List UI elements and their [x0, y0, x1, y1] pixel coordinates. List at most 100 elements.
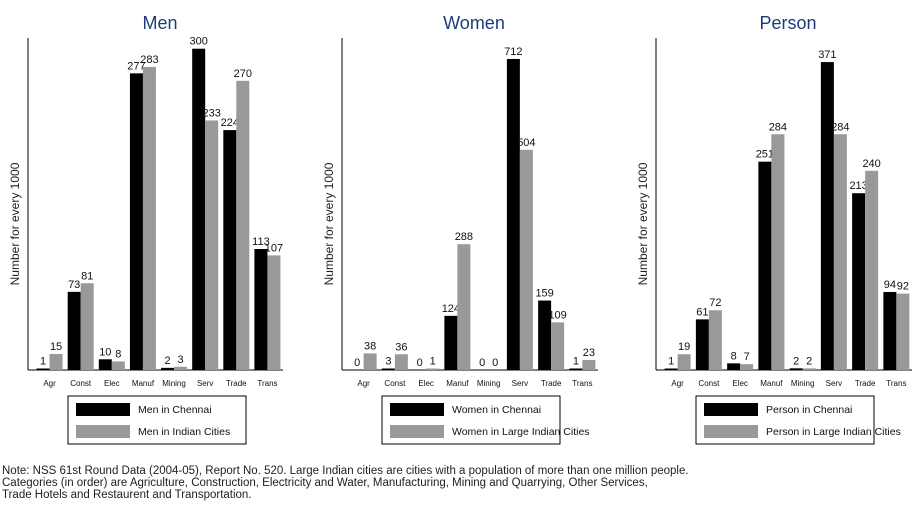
data-label-manuf-series-2: 284	[769, 121, 787, 133]
x-tick-label-mining: Mining	[477, 379, 501, 388]
bar-const-series-1	[67, 291, 81, 370]
bar-manuf-series-1	[444, 315, 458, 370]
data-label-trans-series-2: 23	[583, 347, 595, 359]
x-tick-label-serv: Serv	[512, 379, 528, 388]
data-label-elec-series-2: 7	[744, 351, 750, 363]
data-label-elec-series-1: 8	[731, 350, 737, 362]
x-tick-label-elec: Elec	[418, 379, 434, 388]
legend: Person in Chennai Person in Large Indian …	[695, 395, 901, 445]
data-label-trans-series-1: 113	[252, 236, 270, 248]
data-label-trans-series-1: 1	[573, 356, 579, 368]
chart-title: Women	[443, 13, 505, 33]
x-tick-label-manuf: Manuf	[132, 379, 155, 388]
legend: Women in Chennai Women in Large Indian Ci…	[381, 395, 590, 445]
data-label-serv-series-2: 233	[203, 107, 221, 119]
bar-agr-series-1	[36, 368, 50, 370]
y-axis-label: Number for every 1000	[636, 162, 650, 285]
bar-const-series-2	[394, 354, 408, 370]
data-label-manuf-series-1: 251	[756, 149, 774, 161]
bar-trade-series-2	[865, 170, 879, 370]
data-label-trade-series-2: 109	[548, 309, 566, 321]
bar-trans-series-2	[267, 255, 281, 370]
data-label-manuf-series-1: 277	[127, 60, 145, 72]
bar-serv-series-1	[192, 48, 206, 370]
bar-const-series-1	[695, 319, 709, 370]
x-tick-label-trade: Trade	[541, 379, 562, 388]
note-line-1: Note: NSS 61st Round Data (2004-05), Rep…	[2, 465, 689, 477]
bar-trans-series-1	[883, 291, 897, 370]
x-tick-label-const: Const	[70, 379, 92, 388]
chart-title: Men	[142, 13, 177, 33]
data-label-trans-series-1: 94	[884, 279, 896, 291]
bar-elec-series-1	[727, 363, 741, 370]
data-label-serv-series-2: 284	[831, 121, 849, 133]
bar-trade-series-1	[538, 300, 552, 370]
bar-const-series-2	[708, 310, 722, 370]
bar-trade-series-1	[852, 193, 866, 370]
legend-swatch-1	[704, 403, 758, 416]
bar-elec-series-1	[98, 359, 112, 370]
bar-trade-series-2	[236, 80, 250, 370]
data-label-const-series-2: 81	[81, 270, 93, 282]
legend-label-1: Women in Chennai	[452, 404, 541, 416]
data-label-const-series-2: 72	[709, 297, 721, 309]
note-line-2: Categories (in order) are Agriculture, C…	[2, 477, 648, 489]
data-label-manuf-series-2: 283	[140, 54, 158, 66]
bar-serv-series-1	[820, 62, 834, 370]
bar-agr-series-2	[363, 353, 377, 370]
chart-panel-women: Women Number for every 1000 0 38 Agr 3 36 Const…	[322, 13, 598, 445]
data-label-trans-series-2: 92	[897, 281, 909, 293]
x-tick-label-serv: Serv	[826, 379, 842, 388]
data-label-mining-series-1: 0	[479, 357, 485, 369]
chart-title: Person	[759, 13, 816, 33]
x-tick-label-manuf: Manuf	[760, 379, 783, 388]
x-tick-label-elec: Elec	[732, 379, 748, 388]
data-label-mining-series-1: 2	[793, 355, 799, 367]
legend-label-1: Men in Chennai	[138, 404, 212, 416]
legend-swatch-2	[390, 425, 444, 438]
data-label-mining-series-1: 2	[165, 355, 171, 367]
bar-manuf-series-2	[771, 134, 785, 370]
data-label-const-series-2: 36	[395, 341, 407, 353]
bar-trans-series-2	[582, 359, 596, 370]
data-label-trade-series-1: 213	[849, 180, 867, 192]
bar-serv-series-2	[833, 134, 847, 370]
bar-mining-series-1	[161, 367, 175, 370]
data-label-trade-series-2: 240	[862, 158, 880, 170]
data-label-serv-series-1: 371	[818, 49, 836, 61]
x-tick-label-trade: Trade	[226, 379, 247, 388]
x-tick-label-const: Const	[384, 379, 406, 388]
data-label-agr-series-1: 1	[668, 356, 674, 368]
bar-trade-series-1	[223, 130, 237, 370]
data-label-elec-series-1: 10	[99, 346, 111, 358]
source-note: Note: NSS 61st Round Data (2004-05), Rep…	[2, 465, 912, 501]
data-label-mining-series-2: 0	[492, 357, 498, 369]
bar-manuf-series-1	[758, 161, 772, 370]
legend-label-2: Person in Large Indian Cities	[766, 426, 901, 438]
data-label-const-series-1: 73	[68, 279, 80, 291]
x-tick-label-serv: Serv	[197, 379, 213, 388]
data-label-agr-series-2: 19	[678, 341, 690, 353]
data-label-manuf-series-2: 288	[455, 231, 473, 243]
data-label-trans-series-2: 107	[265, 242, 283, 254]
data-label-mining-series-2: 2	[806, 355, 812, 367]
data-label-trade-series-1: 224	[221, 117, 239, 129]
x-tick-label-const: Const	[698, 379, 720, 388]
bar-mining-series-1	[789, 368, 803, 370]
y-axis-label: Number for every 1000	[322, 162, 336, 285]
legend: Men in Chennai Men in Indian Cities	[67, 395, 247, 445]
legend-swatch-1	[390, 403, 444, 416]
bar-elec-series-2	[111, 361, 125, 370]
legend-label-2: Women in Large Indian Cities	[452, 426, 590, 438]
bar-agr-series-1	[664, 368, 678, 370]
data-label-const-series-1: 3	[385, 356, 391, 368]
x-tick-label-trans: Trans	[572, 379, 592, 388]
data-label-const-series-1: 61	[696, 306, 708, 318]
legend-swatch-1	[76, 403, 130, 416]
bar-serv-series-2	[205, 120, 219, 371]
x-tick-label-manuf: Manuf	[446, 379, 469, 388]
bar-const-series-1	[381, 368, 395, 370]
